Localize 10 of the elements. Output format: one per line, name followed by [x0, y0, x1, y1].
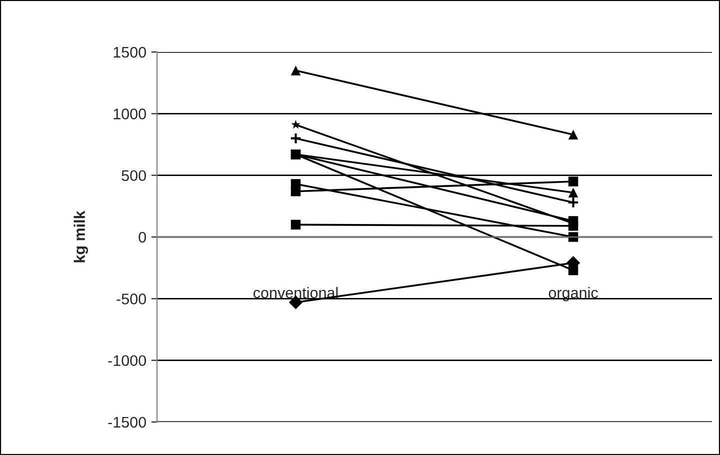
- y-axis-title: kg milk: [74, 210, 88, 262]
- y-tick-label: -1500: [108, 416, 146, 428]
- y-tick-label: 1000: [114, 108, 146, 120]
- y-tick-label: 1500: [114, 46, 146, 58]
- y-tick-label: 500: [122, 170, 146, 182]
- x-tick-label: organic: [548, 287, 598, 302]
- y-tick-label: -500: [116, 294, 146, 304]
- x-tick-label: conventional: [254, 287, 338, 298]
- y-tick-label: -1000: [108, 355, 146, 366]
- y-tick-label: 0: [138, 232, 146, 243]
